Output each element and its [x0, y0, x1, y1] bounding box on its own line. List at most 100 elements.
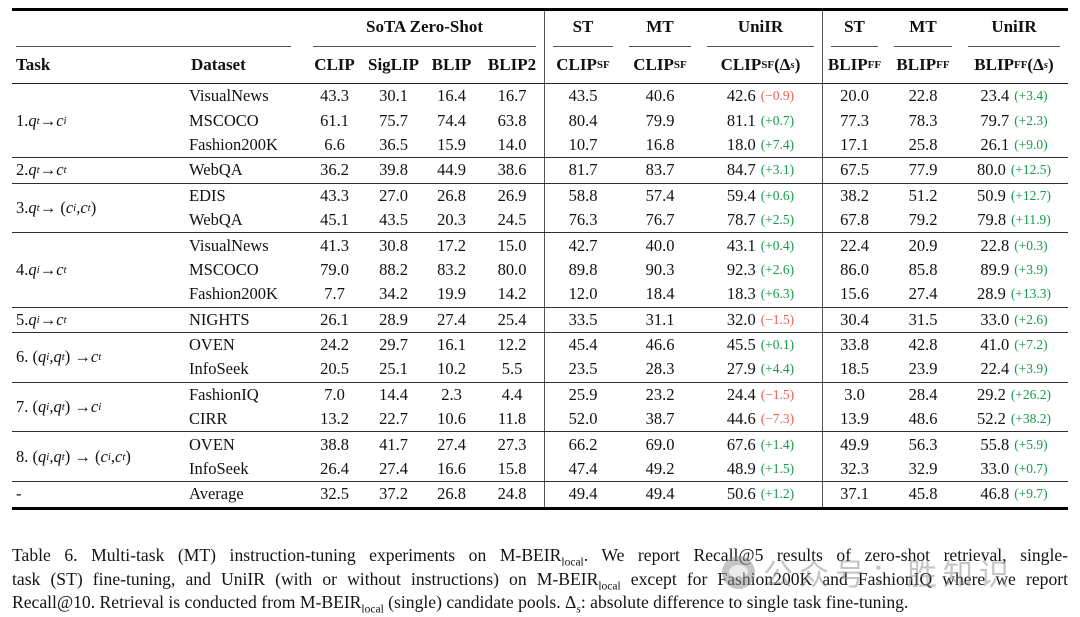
- value: 23.4: [980, 86, 1010, 106]
- value: 48.9: [726, 459, 756, 479]
- value: 55.8: [980, 434, 1010, 454]
- value: 79.8: [977, 210, 1007, 230]
- value-cell: 45.8: [908, 484, 938, 504]
- value-cell: 43.1 (+0.4): [699, 233, 822, 257]
- value-cell: 12.0: [544, 282, 621, 307]
- value-cell: 79.8 (+11.9): [960, 208, 1068, 232]
- value-cell: 92.3 (+2.6): [699, 258, 822, 282]
- value-cell: 14.2: [497, 284, 527, 304]
- value: 46.8: [980, 484, 1010, 504]
- value: 59.4: [726, 185, 756, 205]
- value: 18.3: [726, 284, 756, 304]
- table-row: InfoSeek 26.4 27.4 16.6 15.8 47.4 49.2 48.9 (+1.…: [187, 456, 1068, 482]
- dataset-cell: VisualNews: [189, 86, 269, 106]
- table-row: FashionIQ 7.0 14.4 2.3 4.4 25.9 23.2 24.4 (−1.5)…: [187, 382, 1068, 408]
- value-cell: 78.7 (+2.5): [699, 208, 822, 232]
- caption-line: task (ST) fine-tuning, and UniIR (with o…: [12, 568, 1068, 593]
- delta-value: (+2.6): [760, 261, 795, 277]
- value: 52.2: [976, 409, 1006, 429]
- value-cell: 18.5: [822, 357, 886, 382]
- value-cell: 45.5 (+0.1): [699, 333, 822, 357]
- results-table: SoTA Zero-Shot ST MT UniIR ST MT UniIR Task Data…: [12, 8, 1068, 510]
- value-cell: 7.7: [324, 284, 345, 304]
- column-header-cell: CLIP SF: [633, 55, 687, 74]
- value: 32.0: [726, 309, 756, 329]
- value: 26.1: [980, 134, 1010, 154]
- value-cell: 6.6: [324, 134, 345, 154]
- delta-value: (+0.3): [1014, 237, 1048, 253]
- value-cell: 20.0: [822, 84, 886, 109]
- value-cell: 74.4: [437, 110, 466, 130]
- value-cell: 24.5: [497, 210, 527, 230]
- value-cell: 3.0: [822, 382, 886, 408]
- column-header-cell: BLIP FF: [896, 55, 950, 74]
- group-rows: VisualNews 43.3 30.1 16.4 16.7 43.5 40.6 42.6 (−…: [187, 84, 1068, 158]
- value: 84.7: [726, 160, 756, 180]
- value: 45.5: [726, 335, 756, 355]
- value-cell: 58.8: [544, 183, 621, 208]
- value-cell: 26.4: [320, 459, 349, 479]
- value-cell: 43.3: [320, 86, 349, 106]
- value-cell: 43.5: [544, 84, 621, 109]
- value-cell: 14.4: [379, 384, 408, 404]
- delta-value: (+3.1): [760, 162, 795, 178]
- group-rows: EDIS 43.3 27.0 26.8 26.9 58.8 57.4 59.4 (+0.6) 38…: [187, 183, 1068, 233]
- value-cell: 22.8: [908, 86, 938, 106]
- value-cell: 37.2: [379, 484, 408, 504]
- value-cell: 23.5: [544, 357, 621, 382]
- value-cell: 26.1: [320, 309, 349, 329]
- group-rows: OVEN 24.2 29.7 16.1 12.2 45.4 46.6 45.5 (+0.1) 33…: [187, 332, 1068, 382]
- value-cell: 25.1: [379, 359, 408, 379]
- delta-value: (+6.3): [760, 286, 795, 302]
- task-group: - Average 32.5 37.2 26.8 24.8 49.4 49.4 50.6 (+1.…: [12, 481, 1068, 507]
- value-cell: 24.2: [320, 335, 349, 355]
- group-rows: Average 32.5 37.2 26.8 24.8 49.4 49.4 50.6 (+1.2…: [187, 482, 1068, 507]
- value-cell: 75.7: [379, 110, 408, 130]
- value-cell: 67.5: [822, 158, 886, 183]
- delta-value: (+13.3): [1010, 286, 1052, 302]
- dataset-cell: InfoSeek: [189, 459, 249, 479]
- value: 18.0: [726, 134, 756, 154]
- value-cell: 10.7: [544, 132, 621, 158]
- value-cell: 42.6 (−0.9): [699, 84, 822, 108]
- value-cell: 42.8: [908, 335, 938, 355]
- value-cell: 90.3: [645, 259, 675, 279]
- value-cell: 79.2: [908, 210, 938, 230]
- value-cell: 38.6: [497, 160, 527, 180]
- delta-value: (−1.5): [760, 386, 795, 402]
- value-cell: 38.2: [822, 183, 886, 208]
- table-caption: Table 6. Multi-task (MT) instruction-tun…: [12, 544, 1068, 615]
- value-cell: 83.2: [437, 259, 466, 279]
- value-cell: 19.9: [437, 284, 466, 304]
- value-cell: 36.5: [379, 134, 408, 154]
- value-cell: 80.0 (+12.5): [960, 158, 1068, 182]
- value-cell: 57.4: [645, 185, 675, 205]
- delta-value: (+11.9): [1011, 212, 1051, 228]
- group-header-cell: UniIR: [960, 11, 1068, 47]
- group-rows: OVEN 38.8 41.7 27.4 27.3 66.2 69.0 67.6 (+1.4) 49…: [187, 432, 1068, 482]
- value-cell: 47.4: [544, 456, 621, 482]
- group-rows: WebQA 36.2 39.8 44.9 38.6 81.7 83.7 84.7 (+3.1) 6…: [187, 158, 1068, 183]
- value-cell: 26.9: [497, 185, 527, 205]
- value-cell: 40.6: [645, 86, 675, 106]
- group-header-cell: UniIR: [699, 11, 822, 47]
- dataset-cell: WebQA: [189, 160, 243, 180]
- value-cell: 13.9: [822, 407, 886, 432]
- value-cell: 49.4: [544, 482, 621, 507]
- column-header-cell: BLIP FF: [822, 47, 886, 83]
- value-cell: 20.5: [320, 359, 349, 379]
- value-cell: 48.9 (+1.5): [699, 457, 822, 481]
- dataset-cell: CIRR: [189, 409, 228, 429]
- value: 50.9: [976, 185, 1006, 205]
- value: 33.0: [980, 309, 1010, 329]
- value-cell: 38.8: [320, 434, 349, 454]
- value-cell: 66.2: [544, 432, 621, 457]
- value-cell: 50.6 (+1.2): [699, 482, 822, 506]
- table-row: EDIS 43.3 27.0 26.8 26.9 58.8 57.4 59.4 (+0.6) 38…: [187, 183, 1068, 208]
- table-row: Fashion200K 7.7 34.2 19.9 14.2 12.0 18.4 18.3 (+…: [187, 282, 1068, 307]
- value-cell: 59.4 (+0.6): [699, 184, 822, 208]
- column-header-cell: BLIP: [431, 55, 472, 74]
- value-cell: 67.8: [822, 207, 886, 233]
- value-cell: 5.5: [501, 359, 523, 379]
